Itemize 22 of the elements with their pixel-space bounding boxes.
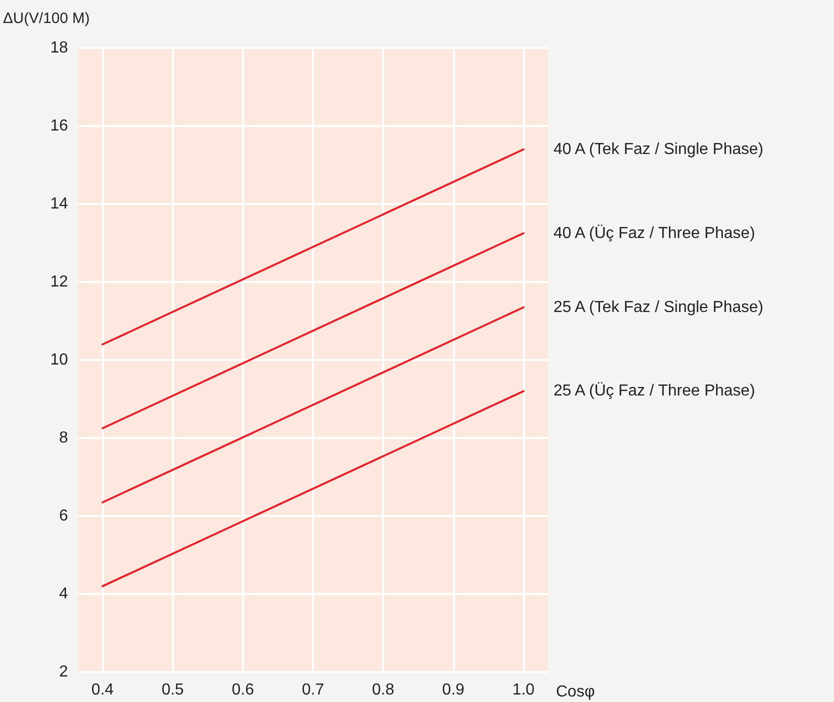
x-tick-label: 0.8 (372, 682, 394, 698)
y-tick-label: 6 (59, 508, 68, 524)
x-tick-label: 0.4 (91, 682, 114, 698)
y-tick-label: 8 (59, 430, 68, 446)
y-axis-title: ΔU(V/100 M) (3, 10, 90, 27)
y-tick-label: 4 (59, 586, 68, 602)
y-tick-label: 2 (59, 664, 68, 680)
y-tick-label: 10 (50, 352, 68, 368)
x-tick-label: 0.5 (162, 682, 184, 698)
y-tick-label: 12 (50, 274, 68, 290)
series-label: 40 A (Üç Faz / Three Phase) (553, 224, 756, 242)
x-tick-label: 1.0 (512, 682, 535, 698)
y-tick-label: 16 (50, 118, 68, 134)
y-tick-label: 14 (50, 196, 68, 212)
x-tick-label: 0.9 (442, 682, 465, 698)
y-tick-label: 18 (50, 40, 68, 56)
series-label: 25 A (Tek Faz / Single Phase) (553, 298, 764, 316)
x-tick-label: 0.7 (302, 682, 324, 698)
series-label: 25 A (Üç Faz / Three Phase) (553, 382, 756, 400)
x-tick-label: 0.6 (232, 682, 254, 698)
x-axis-title: Cosφ (556, 684, 595, 700)
series-label: 40 A (Tek Faz / Single Phase) (553, 140, 764, 158)
